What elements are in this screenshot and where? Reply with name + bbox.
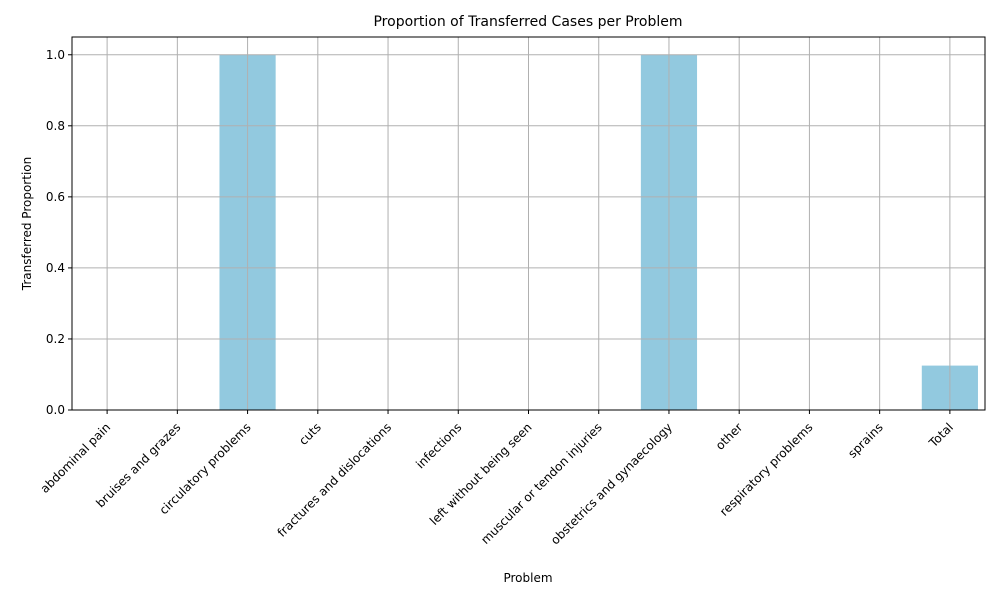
x-tick-label: sprains: [845, 420, 886, 461]
y-tick-label: 0.0: [46, 403, 65, 417]
x-tick-label: fractures and dislocations: [275, 420, 395, 540]
x-tick-label: abdominal pain: [38, 420, 114, 496]
y-tick-label: 0.4: [46, 261, 65, 275]
y-axis-label: Transferred Proportion: [20, 157, 34, 291]
y-tick-label: 0.8: [46, 119, 65, 133]
x-tick-label: obstetrics and gynaecology: [548, 420, 675, 547]
y-tick-label: 0.6: [46, 190, 65, 204]
y-tick-label: 1.0: [46, 48, 65, 62]
grid-lines: [72, 37, 985, 411]
x-tick-label: cuts: [296, 420, 324, 448]
x-tick-label: Total: [926, 420, 956, 450]
y-tick-label: 0.2: [46, 332, 65, 346]
x-tick-label: muscular or tendon injuries: [478, 420, 605, 547]
y-axis: 0.0 0.2 0.4 0.6 0.8 1.0: [46, 48, 72, 417]
x-tick-label: infections: [413, 420, 464, 471]
x-axis-label: Problem: [503, 571, 552, 585]
chart-title: Proportion of Transferred Cases per Prob…: [373, 14, 682, 30]
x-tick-label: other: [713, 420, 746, 453]
